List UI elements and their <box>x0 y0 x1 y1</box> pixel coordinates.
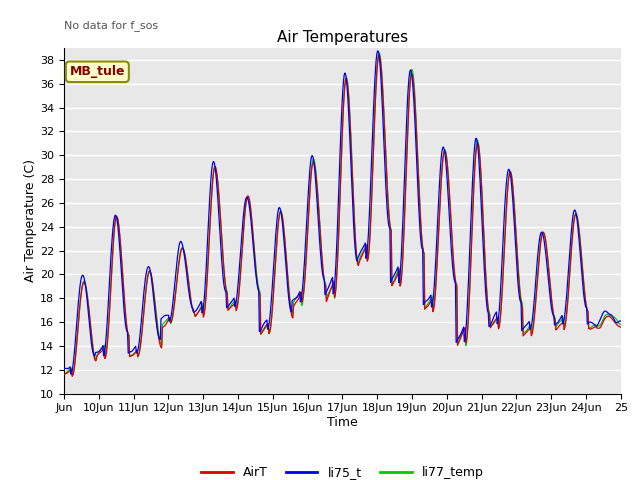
Text: No data for f_sos: No data for f_sos <box>64 20 158 31</box>
Text: MB_tule: MB_tule <box>70 65 125 78</box>
Y-axis label: Air Temperature (C): Air Temperature (C) <box>24 159 37 282</box>
Legend: AirT, li75_t, li77_temp: AirT, li75_t, li77_temp <box>196 461 488 480</box>
X-axis label: Time: Time <box>327 416 358 429</box>
Title: Air Temperatures: Air Temperatures <box>277 30 408 46</box>
